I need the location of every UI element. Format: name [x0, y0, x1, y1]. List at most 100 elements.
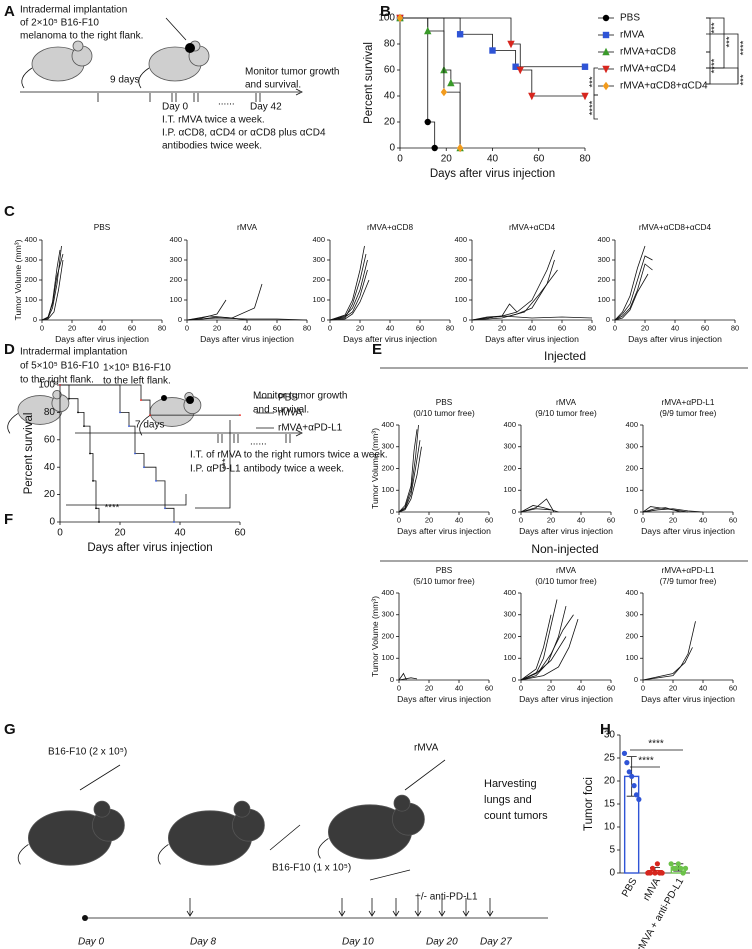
legend-marker — [602, 81, 610, 91]
arrowhead — [295, 429, 303, 437]
label: Monitor tumor growth — [253, 391, 347, 402]
x-tick-label: 80 — [303, 323, 311, 332]
syringe — [404, 759, 446, 791]
data-point — [624, 760, 630, 766]
marker — [528, 92, 536, 101]
bracket — [66, 494, 187, 506]
data-point — [680, 870, 686, 876]
y-tick-label: 0 — [512, 507, 516, 516]
arrowhead — [295, 88, 303, 96]
data-point — [647, 870, 653, 876]
x-tick-label: 0 — [519, 683, 523, 692]
x-tick-label: 20 — [213, 323, 221, 332]
tumor-curve — [471, 315, 593, 321]
arrowhead — [486, 910, 494, 917]
chart-title: rMVA+αCD8 — [367, 223, 414, 232]
tumor-curve — [41, 259, 64, 321]
y-tick-label: 100 — [24, 295, 37, 304]
mouse-ear — [72, 40, 84, 52]
y-axis-label: Tumor Volume (mm³) — [13, 239, 23, 320]
y-tick-label: 5 — [609, 845, 615, 856]
tumor-curve — [398, 677, 418, 681]
y-tick-label: 200 — [381, 631, 394, 640]
y-tick-label: 200 — [503, 463, 516, 472]
panel-label: D — [4, 341, 15, 358]
event-point — [95, 507, 97, 510]
y-tick-label: 0 — [49, 517, 55, 528]
y-tick-label: 200 — [503, 631, 516, 640]
y-tick-label: 200 — [597, 275, 610, 284]
bracket — [593, 94, 598, 120]
x-tick-label: 0 — [185, 323, 189, 332]
survival-step — [60, 384, 175, 522]
marker — [512, 63, 519, 70]
marker — [424, 118, 431, 126]
legend-marker — [602, 65, 610, 74]
y-tick-label: 300 — [503, 442, 516, 451]
data-point — [636, 796, 642, 803]
y-tick-label: 400 — [381, 420, 394, 429]
y-tick-label: 200 — [381, 463, 394, 472]
data-point — [668, 861, 674, 867]
tumor-curve — [614, 263, 653, 321]
label: Intradermal implantation — [20, 347, 127, 358]
event-point — [59, 384, 61, 386]
survival-step — [60, 384, 240, 416]
label: I.P. αCD8, αCD4 or αCD8 plus αCD4 — [162, 128, 326, 139]
y-tick-label: 20 — [604, 776, 616, 787]
tumor-curve — [520, 614, 552, 681]
chart-subtitle: (7/9 tumor free) — [660, 577, 717, 586]
marker — [516, 66, 524, 75]
x-tick-label: 0 — [57, 528, 63, 539]
x-tick-label: 20 — [547, 683, 555, 692]
x-tick-label: 20 — [669, 515, 677, 524]
tumor-curve — [520, 636, 567, 681]
event-point — [92, 480, 94, 482]
bracket — [706, 33, 739, 85]
tumor-curve — [329, 253, 367, 321]
mouse-ear — [52, 390, 62, 400]
panel-label: B — [380, 3, 391, 20]
legend-label: rMVA — [278, 408, 303, 419]
label: of 5×10⁵ B16-F10 — [20, 361, 99, 372]
x-tick-label: 40 — [455, 683, 463, 692]
label: Monitor tumor growth — [245, 67, 339, 78]
day-label: Day 10 — [342, 937, 374, 948]
x-tick-label: 40 — [386, 323, 394, 332]
tumor-curve — [398, 672, 407, 681]
mouse-tail — [157, 844, 169, 865]
x-tick-label: 40 — [699, 683, 707, 692]
legend-label: PBS — [620, 13, 640, 24]
y-tick-label: 400 — [24, 235, 37, 244]
x-axis-label: Days after virus injection — [628, 334, 722, 344]
x-tick-label: 40 — [174, 528, 186, 539]
x-tick-label: 60 — [234, 528, 246, 539]
label: to the left flank. — [103, 376, 171, 387]
chart-subtitle: (9/9 tumor free) — [660, 409, 717, 418]
y-tick-label: 80 — [44, 407, 56, 418]
y-tick-label: 0 — [321, 315, 325, 324]
x-tick-label: 20 — [669, 683, 677, 692]
label: 1×10⁵ B16-F10 — [103, 363, 171, 374]
survival-step — [60, 384, 100, 522]
x-axis-label: Days after virus injection — [397, 694, 491, 704]
tumor-curve — [329, 269, 368, 321]
x-axis-label: Days after virus injection — [485, 334, 579, 344]
y-tick-label: 300 — [381, 442, 394, 451]
event-point — [98, 521, 100, 523]
x-tick-label: 60 — [273, 323, 281, 332]
tumor-curve — [642, 621, 696, 681]
x-axis-label: Days after virus injection — [430, 168, 555, 180]
x-tick-label: 20 — [441, 154, 453, 165]
x-tick-label: 80 — [446, 323, 454, 332]
legend-label: PBS — [278, 393, 298, 404]
significance: **** — [588, 100, 599, 115]
y-tick-label: 100 — [378, 13, 395, 24]
x-tick-label: 60 — [416, 323, 424, 332]
y-axis-label: Percent survival — [363, 42, 375, 124]
y-tick-label: 25 — [604, 753, 616, 764]
x-tick-label: 0 — [470, 323, 474, 332]
x-tick-label: 80 — [158, 323, 166, 332]
category-label: rMVA + anti-PD-L1 — [635, 876, 686, 949]
